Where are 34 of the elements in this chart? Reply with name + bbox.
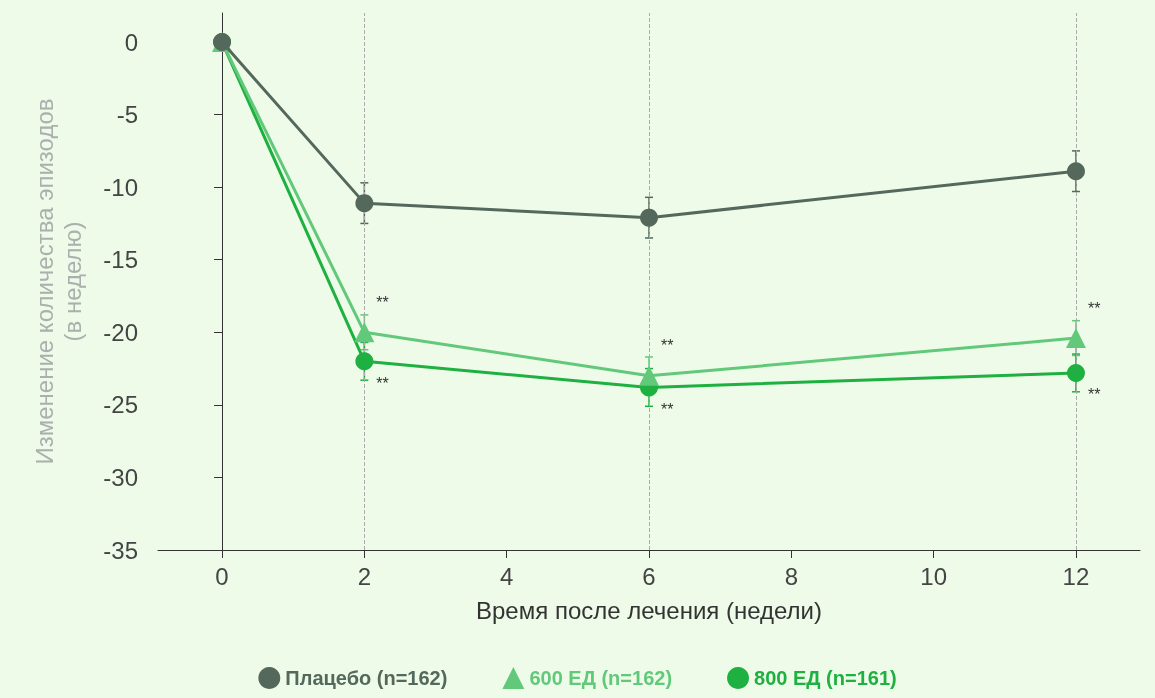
y-tick-label: -30 — [103, 463, 138, 491]
y-tick-label: -20 — [103, 318, 138, 346]
x-tick-label: 10 — [920, 562, 947, 590]
point — [1066, 363, 1085, 382]
legend-label: 600 ЕД (n=162) — [529, 667, 673, 689]
annotation: ** — [1087, 386, 1101, 404]
point — [354, 322, 375, 343]
y-tick-label: -5 — [116, 101, 138, 129]
annotation: ** — [661, 337, 674, 355]
x-tick-label: 0 — [215, 562, 229, 590]
point — [355, 352, 374, 371]
x-tick-label: 12 — [1062, 562, 1090, 590]
annotation: ** — [661, 400, 674, 418]
x-tick-label: 2 — [357, 562, 372, 590]
legend-label: 800 ЕД (n=161) — [754, 667, 897, 689]
y-tick-label: 0 — [124, 28, 138, 56]
x-tick-label: 4 — [500, 562, 514, 590]
x-tick-label: 6 — [642, 562, 656, 590]
x-tick-label: 8 — [784, 562, 798, 590]
y-tick-label: -10 — [103, 173, 138, 201]
x-axis-title: Время после лечения (недели) — [476, 596, 822, 624]
y-axis-title: Изменение количества эпизодов (в неделю) — [30, 98, 86, 465]
point — [1065, 328, 1086, 349]
legend-label: Плацебо (n=162) — [285, 667, 448, 689]
point — [355, 194, 374, 213]
y-tick-label: -25 — [103, 391, 138, 419]
annotation: ** — [376, 293, 389, 311]
point — [640, 208, 658, 227]
point — [1066, 162, 1085, 181]
point — [639, 365, 659, 386]
y-tick-label: -15 — [103, 246, 138, 274]
annotation: ** — [1087, 299, 1101, 317]
annotation: ** — [376, 374, 389, 392]
y-tick-label: -35 — [103, 536, 138, 564]
